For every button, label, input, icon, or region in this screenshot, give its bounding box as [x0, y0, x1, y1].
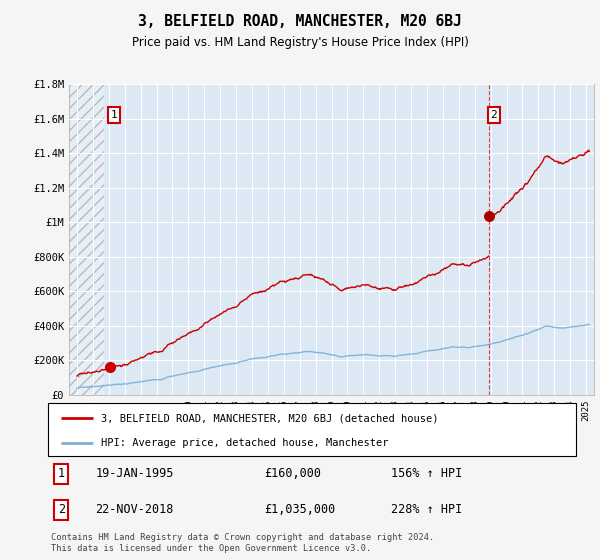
Text: 2: 2: [58, 503, 65, 516]
Text: 3, BELFIELD ROAD, MANCHESTER, M20 6BJ (detached house): 3, BELFIELD ROAD, MANCHESTER, M20 6BJ (d…: [101, 413, 438, 423]
Text: 156% ↑ HPI: 156% ↑ HPI: [391, 468, 463, 480]
Text: 1: 1: [111, 110, 118, 120]
Text: HPI: Average price, detached house, Manchester: HPI: Average price, detached house, Manc…: [101, 438, 388, 448]
Text: £1,035,000: £1,035,000: [265, 503, 336, 516]
Text: 22-NOV-2018: 22-NOV-2018: [95, 503, 174, 516]
Text: Contains HM Land Registry data © Crown copyright and database right 2024.
This d: Contains HM Land Registry data © Crown c…: [51, 533, 434, 553]
Text: 1: 1: [58, 468, 65, 480]
Text: 19-JAN-1995: 19-JAN-1995: [95, 468, 174, 480]
Text: 3, BELFIELD ROAD, MANCHESTER, M20 6BJ: 3, BELFIELD ROAD, MANCHESTER, M20 6BJ: [138, 14, 462, 29]
Text: 2: 2: [490, 110, 497, 120]
Text: 228% ↑ HPI: 228% ↑ HPI: [391, 503, 463, 516]
Bar: [69, 84, 104, 395]
Text: Price paid vs. HM Land Registry's House Price Index (HPI): Price paid vs. HM Land Registry's House …: [131, 36, 469, 49]
Text: £160,000: £160,000: [265, 468, 322, 480]
